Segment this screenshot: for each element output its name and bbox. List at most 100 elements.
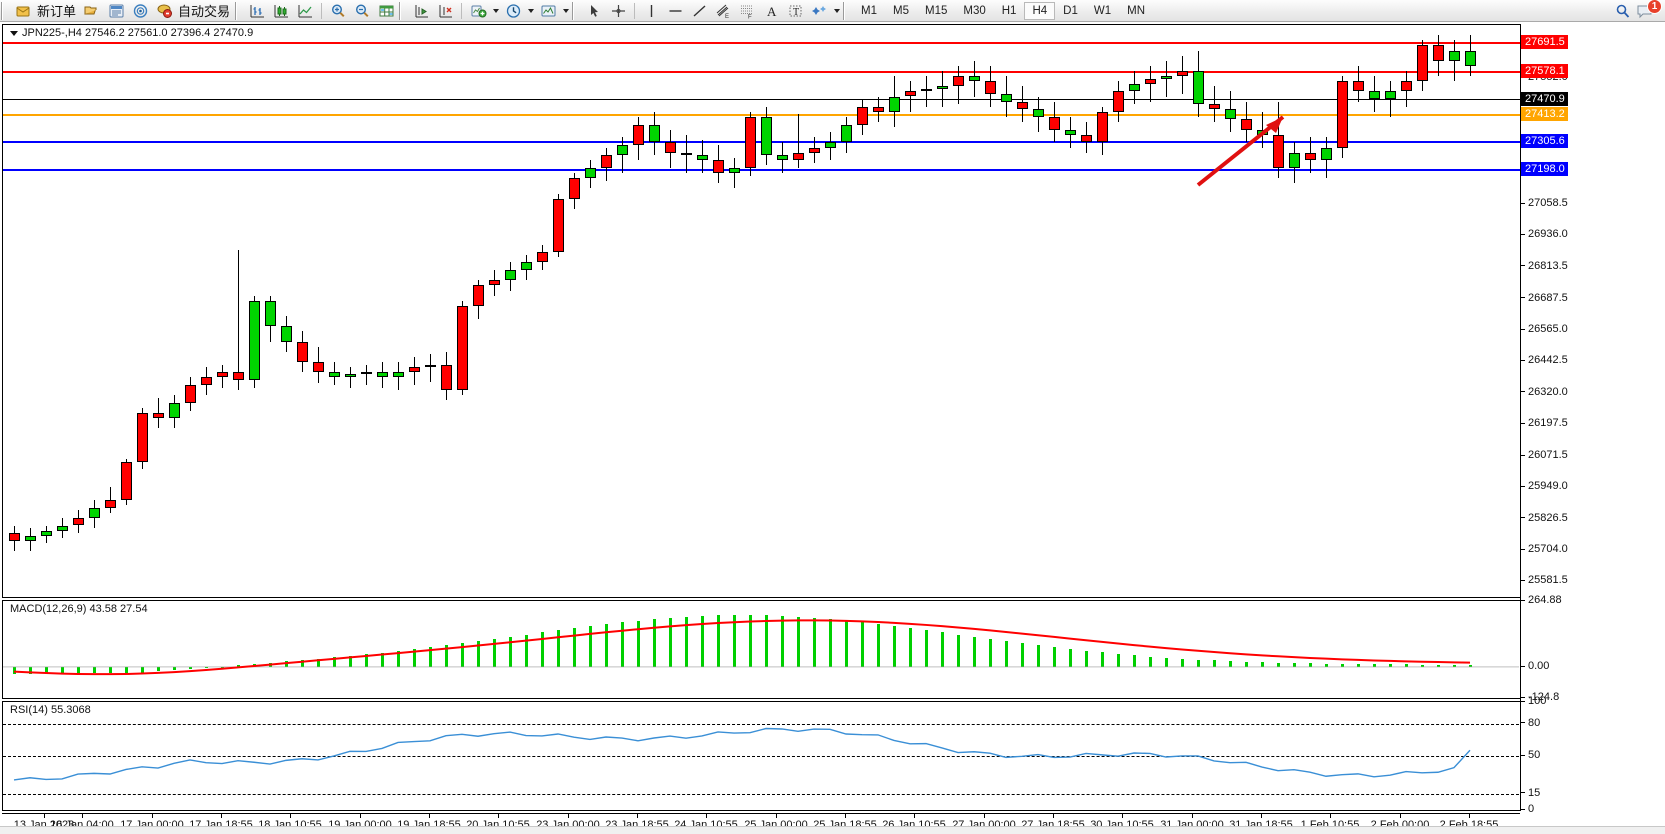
timeframe-w1[interactable]: W1: [1093, 4, 1112, 17]
price-axis[interactable]: 27674.527552.027058.526936.026813.526687…: [1520, 24, 1665, 815]
macd-histogram-bar: [1197, 659, 1200, 667]
zoom-in-icon[interactable]: [326, 1, 350, 21]
toolbar-grip[interactable]: [1, 1, 8, 20]
time-axis-tick: [1261, 814, 1262, 818]
new-order-icon[interactable]: [11, 1, 35, 21]
zoom-out-icon[interactable]: [350, 1, 374, 21]
templates-dropdown-caret[interactable]: [560, 1, 571, 21]
data-window-icon[interactable]: [104, 1, 128, 21]
candle-body: [217, 372, 228, 378]
timeframe-d1[interactable]: D1: [1063, 4, 1078, 17]
price-level-line[interactable]: [3, 71, 1520, 74]
price-axis-tick: 26442.5: [1521, 354, 1568, 366]
price-level-line[interactable]: [3, 168, 1520, 171]
time-axis-tick: [360, 814, 361, 818]
macd-plot[interactable]: [3, 601, 1520, 698]
grid-icon[interactable]: [374, 1, 398, 21]
rsi-pane[interactable]: RSI(14) 55.3068: [2, 701, 1520, 811]
time-axis-tick: [1400, 814, 1401, 818]
search-icon[interactable]: [1611, 1, 1635, 21]
price-level-line[interactable]: [3, 113, 1520, 116]
candlestick-chart-icon[interactable]: [269, 1, 293, 21]
time-axis-tick: [776, 814, 777, 818]
vertical-line-icon[interactable]: [639, 1, 663, 21]
new-order-button[interactable]: 新订单: [37, 4, 77, 19]
fibonacci-icon[interactable]: F: [735, 1, 759, 21]
collapse-triangle-icon[interactable]: [10, 30, 18, 36]
toolbar-grip-5[interactable]: [843, 1, 851, 20]
period-dropdown-caret[interactable]: [525, 1, 536, 21]
timeframe-m5[interactable]: M5: [893, 4, 909, 17]
timeframe-m1[interactable]: M1: [861, 4, 878, 17]
trendline-icon[interactable]: [687, 1, 711, 21]
templates-icon[interactable]: [536, 1, 560, 21]
toolbar-grip-4[interactable]: [572, 1, 580, 20]
toolbar-separator-3: [634, 2, 636, 19]
macd-histogram-bar: [1133, 655, 1136, 667]
time-axis-tick: [914, 814, 915, 818]
rsi-plot[interactable]: [3, 702, 1520, 810]
macd-histogram-bar: [1261, 662, 1264, 667]
candle-body: [1353, 81, 1364, 92]
equidistant-channel-icon[interactable]: E: [711, 1, 735, 21]
cursor-icon[interactable]: [582, 1, 606, 21]
timeframe-m30[interactable]: M30: [963, 4, 986, 17]
indicators-icon[interactable]: [466, 1, 490, 21]
candle-wick: [622, 137, 623, 174]
timeframe-mn[interactable]: MN: [1127, 4, 1145, 17]
price-level-line[interactable]: [3, 98, 1520, 100]
objects-dropdown-caret[interactable]: [831, 1, 842, 21]
autotrading-button[interactable]: 自动交易: [178, 4, 231, 19]
price-axis-tick-label: 26071.5: [1528, 449, 1568, 462]
price-pane[interactable]: JPN225-,H4 27546.2 27561.0 27396.4 27470…: [2, 24, 1520, 598]
text-label-icon[interactable]: T: [783, 1, 807, 21]
chat-notification[interactable]: 1: [1635, 0, 1662, 21]
line-chart-icon[interactable]: [293, 1, 317, 21]
candle-body: [841, 124, 852, 143]
folder-icon[interactable]: [80, 1, 104, 21]
candle-wick: [798, 114, 799, 168]
macd-histogram-bar: [493, 639, 496, 667]
timeframe-m15[interactable]: M15: [925, 4, 948, 17]
candle-body: [233, 372, 244, 380]
candle-body: [1065, 129, 1076, 135]
macd-pane[interactable]: MACD(12,26,9) 43.58 27.54: [2, 600, 1520, 699]
rsi-level-line: [3, 756, 1519, 757]
macd-histogram-bar: [733, 615, 736, 667]
macd-histogram-bar: [1245, 661, 1248, 667]
period-icon[interactable]: [501, 1, 525, 21]
bar-chart-icon[interactable]: [245, 1, 269, 21]
price-level-tag: 27691.5: [1521, 35, 1568, 50]
auto-scroll-icon[interactable]: [433, 1, 457, 21]
macd-histogram-bar: [685, 616, 688, 667]
timeframe-h4[interactable]: H4: [1024, 1, 1056, 20]
timeframe-h1[interactable]: H1: [1001, 4, 1017, 17]
horizontal-line-icon[interactable]: [663, 1, 687, 21]
macd-histogram-bar: [1277, 662, 1280, 667]
chart-shift-icon[interactable]: [409, 1, 433, 21]
candle-body: [745, 116, 756, 168]
objects-icon[interactable]: [807, 1, 831, 21]
macd-histogram-bar: [909, 628, 912, 667]
rsi-axis-tick: 0: [1521, 803, 1534, 815]
candle-body: [1385, 91, 1396, 100]
crosshair-icon[interactable]: [606, 1, 630, 21]
macd-histogram-bar: [1021, 643, 1024, 667]
signals-icon[interactable]: [128, 1, 152, 21]
rsi-level-line: [3, 793, 1519, 795]
candle-body: [1225, 109, 1236, 120]
price-level-line[interactable]: [3, 42, 1520, 45]
toolbar-grip-3[interactable]: [399, 1, 407, 20]
autotrading-icon[interactable]: [152, 1, 176, 21]
price-axis-tick: 26687.5: [1521, 292, 1568, 304]
chart-area[interactable]: JPN225-,H4 27546.2 27561.0 27396.4 27470…: [0, 22, 1665, 834]
text-icon[interactable]: A: [759, 1, 783, 21]
macd-histogram-bar: [477, 641, 480, 667]
macd-histogram-bar: [973, 636, 976, 667]
toolbar-grip-2[interactable]: [235, 1, 243, 20]
indicators-dropdown-caret[interactable]: [490, 1, 501, 21]
price-axis-tick-label: 26687.5: [1528, 291, 1568, 304]
macd-histogram-bar: [621, 622, 624, 667]
bullish-trend-arrow[interactable]: [1188, 105, 1328, 195]
price-plot[interactable]: [3, 25, 1520, 597]
